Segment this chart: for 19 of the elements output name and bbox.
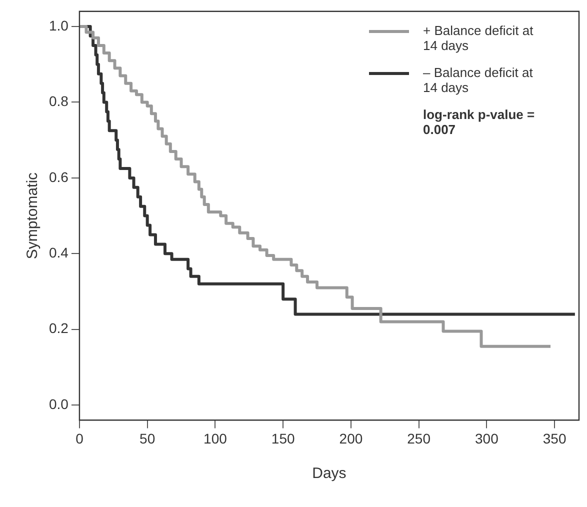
y-tick-label: 0.2 [48, 320, 69, 336]
x-tick-label: 350 [542, 430, 566, 446]
x-tick-label: 100 [204, 430, 228, 446]
y-tick-label: 0.0 [48, 396, 69, 412]
x-tick-label: 200 [339, 430, 363, 446]
annotation: log-rank p-value = 0.007 [423, 107, 536, 138]
x-tick-label: 150 [271, 430, 295, 446]
legend-label: – Balance deficit at 14 days [423, 65, 534, 96]
y-tick-label: 1.0 [48, 17, 69, 34]
x-axis-title: Days [312, 465, 346, 482]
legend-label: + Balance deficit at 14 days [423, 23, 534, 54]
y-tick-label: 0.4 [48, 244, 69, 261]
x-tick-label: 0 [76, 430, 84, 446]
y-axis-title: Symptomatic [24, 172, 42, 260]
y-tick-label: 0.6 [48, 168, 69, 185]
x-tick-label: 300 [475, 430, 499, 446]
x-tick-label: 250 [407, 430, 431, 446]
y-tick-label: 0.8 [48, 93, 69, 110]
x-tick-label: 50 [140, 430, 156, 446]
